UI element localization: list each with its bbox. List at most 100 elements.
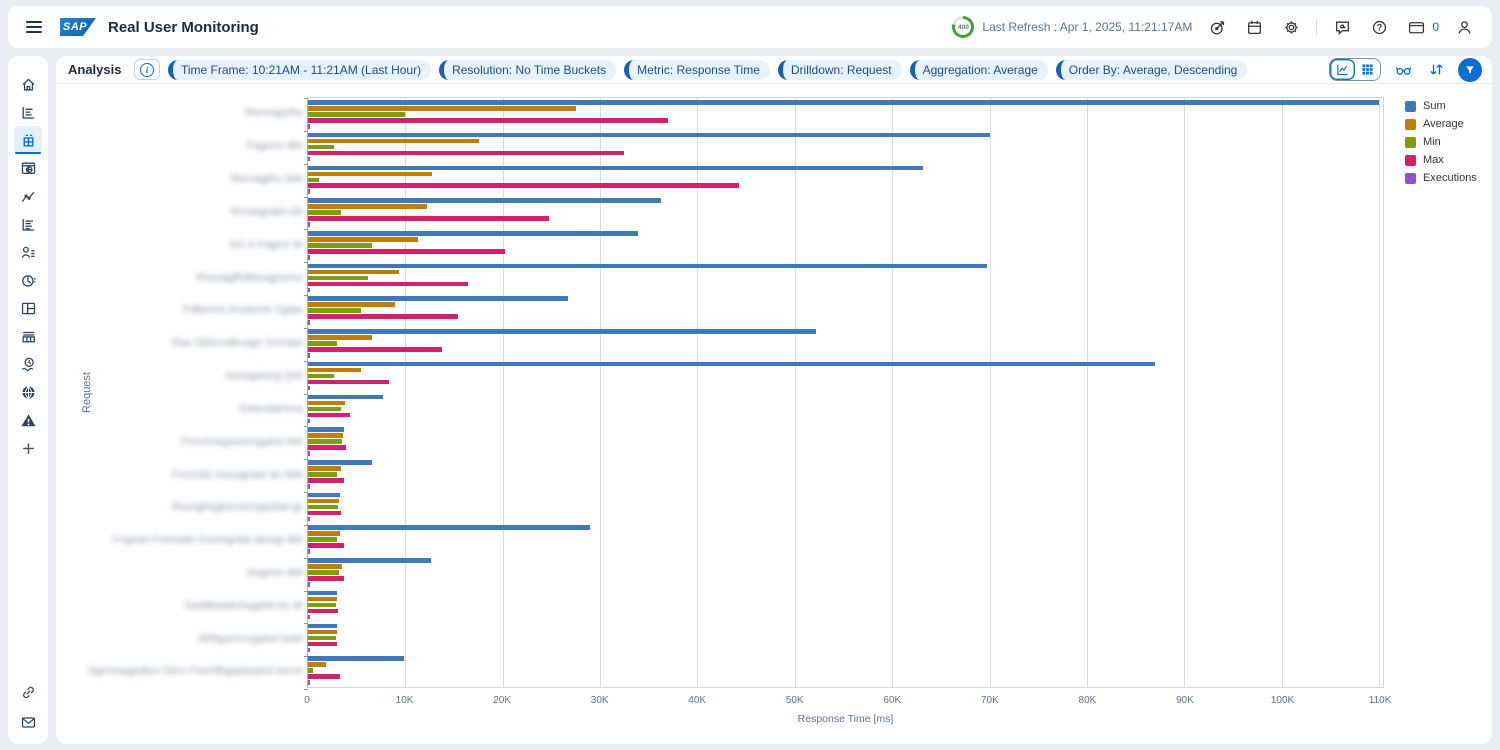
- bar-max[interactable]: [308, 248, 505, 254]
- mail-icon[interactable]: [14, 708, 42, 736]
- bar-max[interactable]: [308, 477, 345, 483]
- bar-min[interactable]: [308, 471, 338, 477]
- bar-executions[interactable]: [308, 418, 311, 424]
- bar-max[interactable]: [308, 641, 338, 647]
- bar-average[interactable]: [308, 302, 395, 307]
- bar-sum[interactable]: [308, 492, 341, 498]
- bar-sum[interactable]: [308, 361, 1156, 367]
- bar-min[interactable]: [308, 537, 338, 542]
- bar-min[interactable]: [308, 341, 338, 346]
- bar-min[interactable]: [308, 635, 337, 641]
- bar-min[interactable]: [308, 112, 406, 117]
- bar-executions[interactable]: [308, 124, 311, 129]
- bar-min[interactable]: [308, 602, 337, 608]
- sidebar-item-data-grid[interactable]: [14, 126, 42, 154]
- sidebar-item-trend-chart[interactable]: [14, 182, 42, 210]
- profile-person-icon[interactable]: [1452, 15, 1476, 39]
- bar-max[interactable]: [308, 510, 342, 516]
- bar-min[interactable]: [308, 668, 313, 673]
- bar-sum[interactable]: [308, 558, 431, 563]
- sidebar-item-layout[interactable]: [14, 294, 42, 322]
- bar-average[interactable]: [308, 662, 326, 667]
- chip-drilldown[interactable]: Drilldown: Request: [777, 59, 902, 80]
- bar-sum[interactable]: [308, 394, 383, 400]
- bar-sum[interactable]: [308, 132, 990, 138]
- bar-average[interactable]: [308, 433, 344, 438]
- legend-item-executions[interactable]: Executions: [1405, 172, 1477, 184]
- sidebar-item-home[interactable]: [14, 70, 42, 98]
- bar-average[interactable]: [308, 596, 338, 602]
- bar-sum[interactable]: [308, 590, 338, 596]
- bar-sum[interactable]: [308, 460, 373, 465]
- glasses-view-icon[interactable]: [1392, 59, 1414, 81]
- bar-executions[interactable]: [308, 614, 311, 620]
- bar-sum[interactable]: [308, 230, 639, 236]
- legend-item-sum[interactable]: Sum: [1405, 100, 1477, 112]
- bar-average[interactable]: [308, 236, 419, 242]
- bar-average[interactable]: [308, 335, 373, 340]
- bar-max[interactable]: [308, 674, 341, 679]
- bar-executions[interactable]: [308, 320, 311, 325]
- bar-executions[interactable]: [308, 582, 311, 587]
- bar-max[interactable]: [308, 347, 443, 352]
- bar-average[interactable]: [308, 629, 338, 635]
- bar-executions[interactable]: [308, 287, 311, 293]
- bar-max[interactable]: [308, 183, 740, 189]
- bar-executions[interactable]: [308, 647, 311, 653]
- bar-executions[interactable]: [308, 549, 311, 554]
- bar-sum[interactable]: [308, 165, 924, 171]
- bar-average[interactable]: [308, 531, 341, 537]
- bar-executions[interactable]: [308, 156, 311, 162]
- bar-min[interactable]: [308, 308, 361, 313]
- bar-max[interactable]: [308, 216, 550, 221]
- bar-max[interactable]: [308, 281, 468, 287]
- bar-executions[interactable]: [308, 385, 311, 391]
- chip-resolution[interactable]: Resolution: No Time Buckets: [439, 59, 617, 80]
- chip-aggregation[interactable]: Aggregation: Average: [909, 59, 1048, 80]
- bar-sum[interactable]: [308, 263, 987, 269]
- sidebar-item-gauge-chart[interactable]: [14, 266, 42, 294]
- chip-metric[interactable]: Metric: Response Time: [624, 59, 770, 80]
- table-view-button[interactable]: [1355, 59, 1380, 80]
- bar-executions[interactable]: [308, 353, 311, 358]
- bar-max[interactable]: [308, 576, 345, 581]
- chart-view-button[interactable]: [1330, 59, 1355, 80]
- bar-max[interactable]: [308, 150, 625, 156]
- target-icon[interactable]: [1205, 15, 1229, 39]
- bar-average[interactable]: [308, 171, 432, 177]
- sidebar-item-add-plus[interactable]: [14, 434, 42, 462]
- bar-min[interactable]: [308, 144, 335, 150]
- bar-min[interactable]: [308, 570, 340, 575]
- legend-item-average[interactable]: Average: [1405, 118, 1477, 130]
- bar-min[interactable]: [308, 373, 335, 379]
- bar-max[interactable]: [308, 314, 458, 319]
- bar-min[interactable]: [308, 439, 343, 444]
- sort-icon[interactable]: [1425, 59, 1447, 81]
- bar-average[interactable]: [308, 106, 576, 111]
- bar-sum[interactable]: [308, 623, 338, 629]
- info-button[interactable]: i: [134, 59, 160, 80]
- sidebar-item-history-clock[interactable]: [14, 350, 42, 378]
- bar-sum[interactable]: [308, 296, 568, 301]
- bar-executions[interactable]: [308, 222, 311, 227]
- chip-order-by[interactable]: Order By: Average, Descending: [1055, 59, 1248, 80]
- sidebar-item-web-page[interactable]: [14, 154, 42, 182]
- bar-executions[interactable]: [308, 189, 311, 195]
- bar-executions[interactable]: [308, 680, 311, 685]
- bar-average[interactable]: [308, 564, 343, 569]
- bar-max[interactable]: [308, 543, 345, 548]
- bar-average[interactable]: [308, 465, 342, 471]
- bar-executions[interactable]: [308, 254, 311, 260]
- calendar-icon[interactable]: [1242, 15, 1266, 39]
- bar-max[interactable]: [308, 412, 350, 418]
- sidebar-item-alerts-warning[interactable]: [14, 406, 42, 434]
- bar-average[interactable]: [308, 367, 361, 373]
- sidebar-item-report-rows[interactable]: [14, 98, 42, 126]
- link-icon[interactable]: [14, 678, 42, 706]
- bar-average[interactable]: [308, 204, 427, 209]
- bar-min[interactable]: [308, 504, 339, 510]
- chip-time-frame[interactable]: Time Frame: 10:21AM - 11:21AM (Last Hour…: [168, 59, 432, 80]
- bar-executions[interactable]: [308, 483, 311, 489]
- sidebar-item-globe[interactable]: [14, 378, 42, 406]
- settings-gear-icon[interactable]: [1279, 15, 1303, 39]
